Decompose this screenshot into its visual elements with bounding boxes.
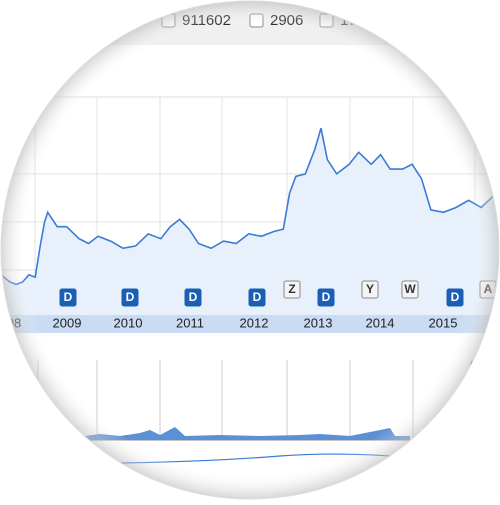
checkbox-label: 2 [116, 12, 124, 29]
checkbox[interactable] [95, 13, 110, 28]
y-tick-label: 6 [488, 157, 495, 172]
